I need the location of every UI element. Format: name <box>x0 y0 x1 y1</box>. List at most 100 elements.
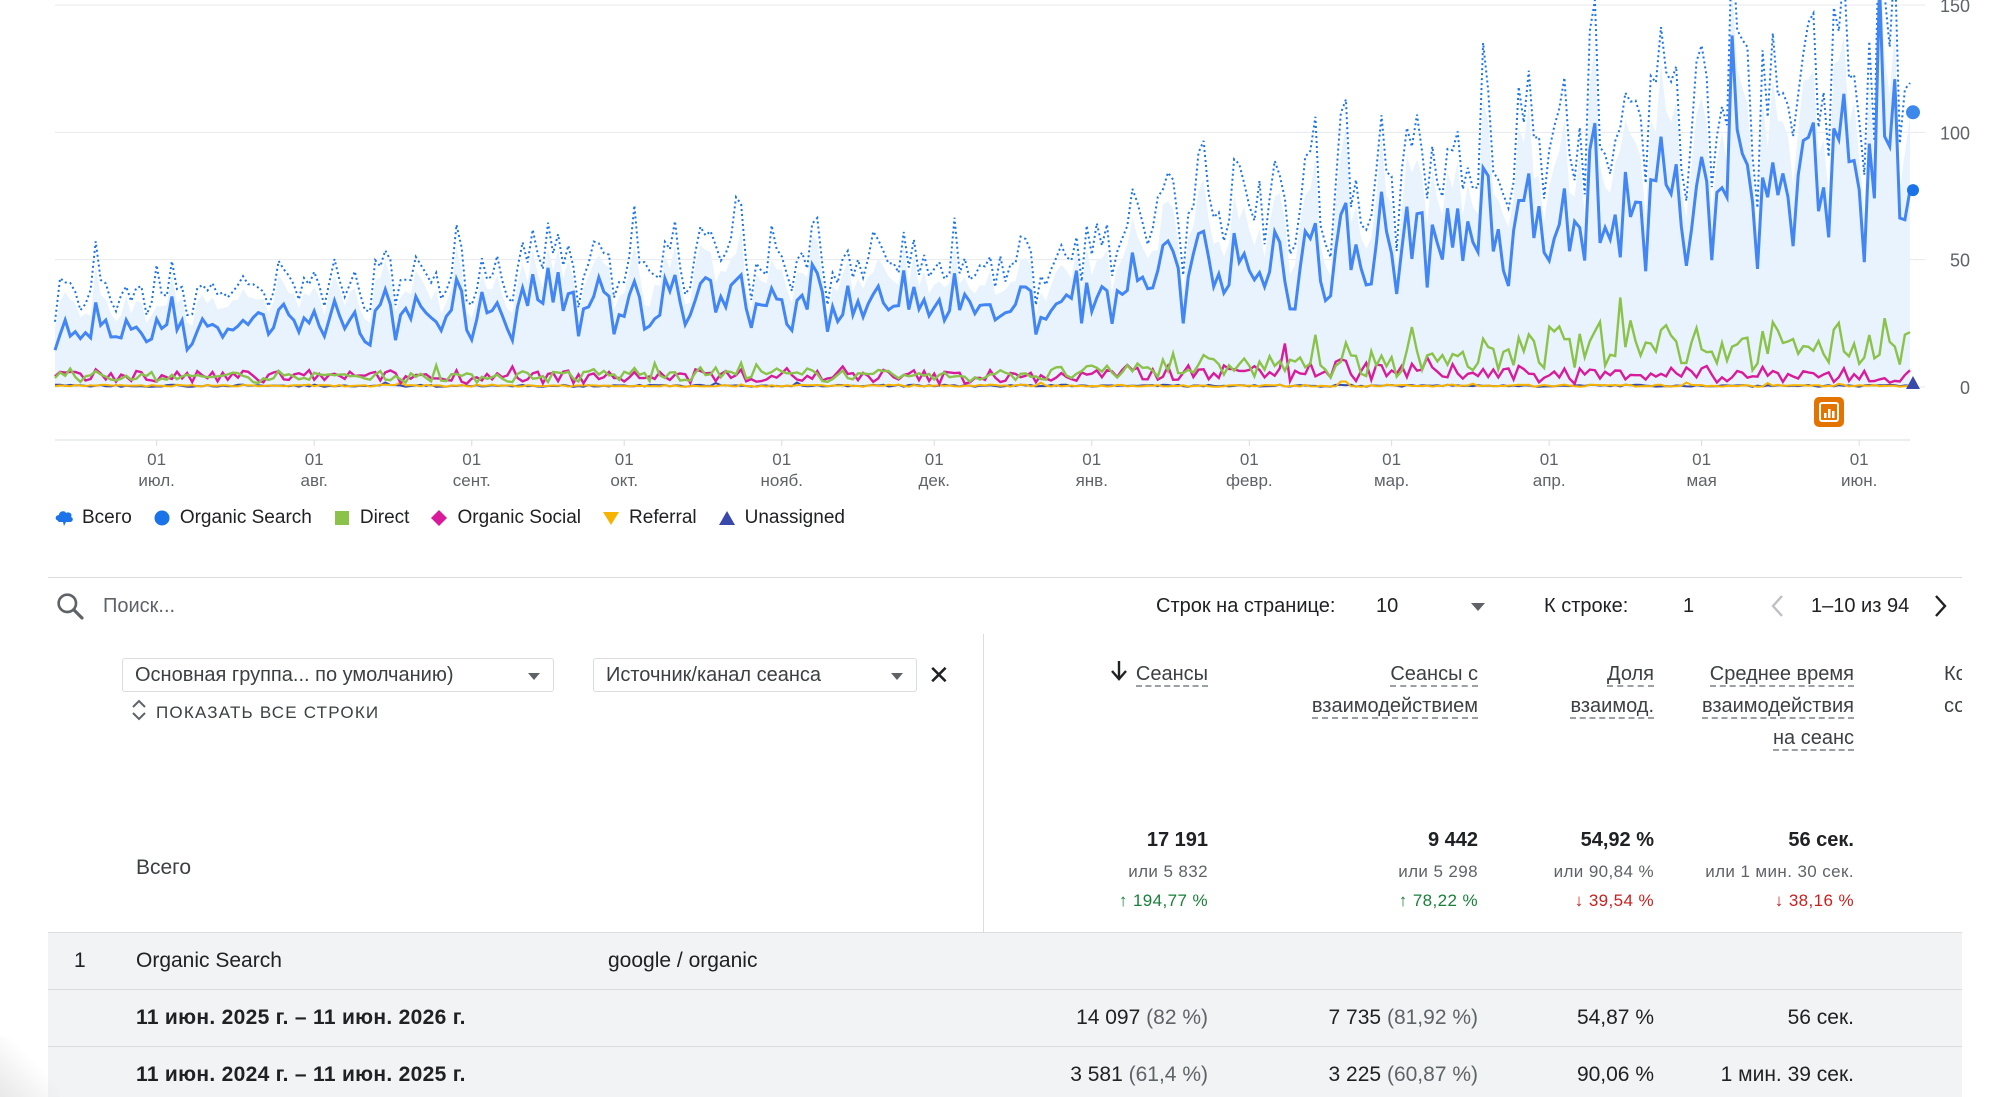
x-tick-month: сент. <box>453 471 491 490</box>
caret-down-icon <box>1470 595 1486 618</box>
y-tick-label: 0 <box>1960 378 1970 398</box>
x-tick-month: дек. <box>918 471 950 490</box>
legend-triangle-up-icon <box>718 511 735 525</box>
end-marker-unassigned <box>1906 376 1920 389</box>
row-source-medium: google / organic <box>608 949 758 972</box>
chevron-left-icon <box>1771 595 1783 617</box>
legend-item-direct[interactable]: Direct <box>332 507 410 529</box>
row-sessions: 14 097 (82 %) <box>1076 1006 1208 1029</box>
legend-triangle-down-icon <box>603 512 620 525</box>
column-header-engagement-rate[interactable]: Доля взаимод. <box>1570 663 1654 719</box>
series-line-total-comparison <box>54 0 1911 322</box>
x-tick-day: 01 <box>1382 450 1401 469</box>
caret-down-icon <box>527 664 541 687</box>
x-tick-month: авг. <box>301 471 328 490</box>
legend-label: Всего <box>82 507 132 528</box>
totals-label: Всего <box>136 856 192 879</box>
legend-item-referral[interactable]: Referral <box>601 507 697 529</box>
x-tick-day: 01 <box>925 450 944 469</box>
legend-circle-icon <box>154 510 170 526</box>
row-sessions: 3 581 (61,4 %) <box>1070 1063 1208 1086</box>
legend-item-unassigned[interactable]: Unassigned <box>717 507 845 529</box>
x-tick-day: 01 <box>1240 450 1259 469</box>
x-tick-day: 01 <box>147 450 166 469</box>
secondary-dimension-select[interactable]: Источник/канал сеанса <box>593 658 917 692</box>
row-channel-name: Organic Search <box>136 949 282 972</box>
legend-label: Organic Search <box>179 507 312 528</box>
x-tick-month: нояб. <box>760 471 803 490</box>
legend-item-всего[interactable]: Всего <box>54 507 132 529</box>
rows-per-page-select[interactable]: 10 <box>1376 578 1486 634</box>
total-area-layer <box>55 0 1910 387</box>
x-tick-day: 01 <box>772 450 791 469</box>
legend-square-icon <box>334 511 349 525</box>
table-row[interactable]: 1 Organic Search google / organic <box>48 932 1962 989</box>
report-table: Основная группа... по умолчанию) Источни… <box>48 634 1962 1097</box>
x-tick-day: 01 <box>1082 450 1101 469</box>
table-row[interactable]: 11 июн. 2025 г. – 11 июн. 2026 г. 14 097… <box>48 989 1962 1046</box>
annotation-icon[interactable] <box>1814 397 1844 427</box>
legend-item-organic-search[interactable]: Organic Search <box>152 507 312 529</box>
show-all-rows-label: ПОКАЗАТЬ ВСЕ СТРОКИ <box>156 702 380 722</box>
goto-row-input[interactable]: 1 <box>1683 594 1695 617</box>
sort-arrow-down-icon <box>1110 659 1128 691</box>
sessions-line-chart: 150 100 50 0 01 июл. 01 авг. 01 сент. 01 окт. 01 ноя… <box>53 0 1970 490</box>
table-toolbar: Строк на странице: 10 К строке: 1 1–10 и… <box>48 578 1962 634</box>
table-row[interactable]: 11 июн. 2024 г. – 11 июн. 2025 г. 3 581 … <box>48 1046 1962 1097</box>
primary-dimension-label: Основная группа... по умолчанию) <box>135 663 454 686</box>
series-line-organic-search <box>53 0 1912 354</box>
divider-top <box>48 577 1962 578</box>
legend-label: Referral <box>629 507 697 528</box>
column-header-sessions[interactable]: Сеансы <box>1110 658 1208 691</box>
legend-label: Direct <box>359 507 410 528</box>
secondary-dimension-label: Источник/канал сеанса <box>606 663 822 686</box>
x-tick-day: 01 <box>1540 450 1559 469</box>
row-period: 11 июн. 2025 г. – 11 июн. 2026 г. <box>136 1006 466 1029</box>
primary-dimension-select[interactable]: Основная группа... по умолчанию) <box>122 658 554 692</box>
corner-shadow <box>0 1037 60 1097</box>
series-line-direct <box>54 297 1911 385</box>
column-divider <box>983 634 984 1097</box>
x-tick-day: 01 <box>615 450 634 469</box>
chevron-right-icon <box>1935 595 1947 617</box>
column-header-avg-engagement-time[interactable]: Среднее время взаимодействия на сеанс <box>1701 663 1854 751</box>
arrow-up-icon: ↑ <box>1398 891 1408 910</box>
search-input[interactable] <box>103 592 503 620</box>
totals-sessions: 17 191 или 5 832 ↑ 194,77 % <box>1118 829 1208 910</box>
arrow-up-icon: ↑ <box>1118 891 1128 910</box>
close-icon[interactable]: ✕ <box>928 660 950 690</box>
row-engagement-rate: 90,06 % <box>1576 1063 1654 1086</box>
caret-down-icon <box>890 664 904 687</box>
x-tick-day: 01 <box>1850 450 1869 469</box>
y-tick-label: 150 <box>1940 0 1970 16</box>
y-axis-ticks: 150 100 50 0 <box>1940 0 1970 398</box>
row-engaged-sessions: 3 225 (60,87 %) <box>1328 1063 1478 1086</box>
x-tick-month: февр. <box>1226 471 1273 490</box>
series-end-markers <box>1906 105 1920 389</box>
row-number: 1 <box>74 949 86 972</box>
row-avg-engagement-time: 1 мин. 39 сек. <box>1720 1063 1854 1086</box>
column-header-events[interactable]: Кол сос <box>1944 663 1962 717</box>
x-tick-month: мая <box>1686 471 1716 490</box>
totals-engagement-rate: 54,92 % или 90,84 % ↓ 39,54 % <box>1553 829 1654 910</box>
rows-per-page-label: Строк на странице: <box>1156 594 1336 617</box>
x-axis-ticks: 01 июл. 01 авг. 01 сент. 01 окт. 01 нояб. 01 дек. 01… <box>138 440 1877 490</box>
series-line-referral <box>54 380 1911 388</box>
legend-item-organic-social[interactable]: Organic Social <box>429 507 581 529</box>
row-avg-engagement-time: 56 сек. <box>1787 1006 1854 1029</box>
x-tick-month: янв. <box>1076 471 1108 490</box>
show-all-rows-button[interactable]: ПОКАЗАТЬ ВСЕ СТРОКИ <box>130 698 379 727</box>
legend-label: Organic Social <box>457 507 582 528</box>
row-period: 11 июн. 2024 г. – 11 июн. 2025 г. <box>136 1063 466 1086</box>
prev-page-button[interactable] <box>1768 578 1788 634</box>
row-engaged-sessions: 7 735 (81,92 %) <box>1328 1006 1478 1029</box>
end-marker-organic <box>1907 184 1919 197</box>
x-tick-month: окт. <box>610 471 638 490</box>
column-header-engaged-sessions[interactable]: Сеансы с взаимодействием <box>1311 663 1478 719</box>
legend-diamond-icon <box>431 510 448 526</box>
total-area-fill <box>55 0 1910 387</box>
totals-avg-engagement-time: 56 сек. или 1 мин. 30 сек. ↓ 38,16 % <box>1705 829 1854 910</box>
totals-engaged-sessions: 9 442 или 5 298 ↑ 78,22 % <box>1398 829 1478 910</box>
rows-per-page-value: 10 <box>1376 594 1399 617</box>
next-page-button[interactable] <box>1930 578 1950 634</box>
